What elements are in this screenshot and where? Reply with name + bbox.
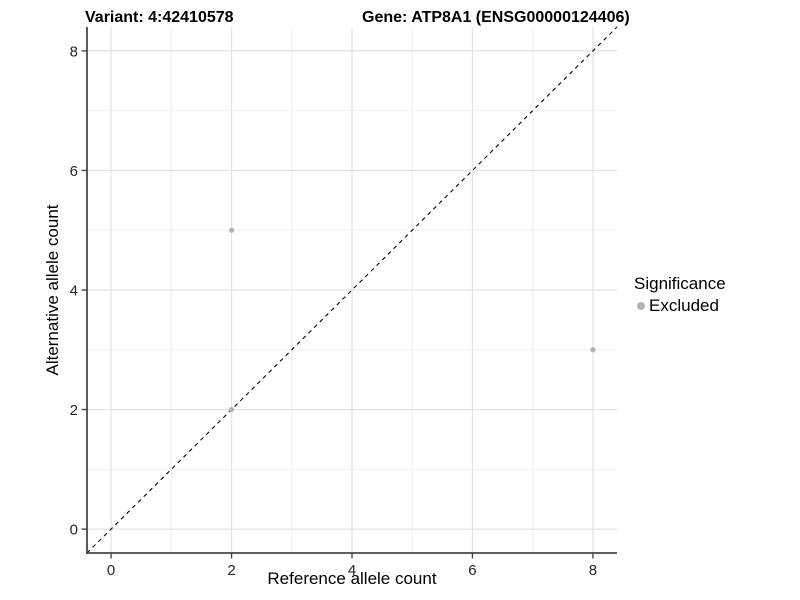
y-tick-label: 4 bbox=[70, 283, 78, 300]
y-tick-label: 6 bbox=[70, 163, 78, 180]
x-tick-label: 4 bbox=[348, 562, 356, 579]
y-axis-title: Alternative allele count bbox=[43, 204, 62, 376]
legend: Significance Excluded bbox=[634, 274, 726, 316]
data-point bbox=[228, 406, 235, 413]
chart-title-variant: Variant: 4:42410578 bbox=[85, 9, 234, 26]
y-tick-label: 0 bbox=[70, 522, 78, 539]
data-point bbox=[590, 347, 596, 353]
data-point bbox=[228, 227, 235, 233]
x-tick-label: 6 bbox=[468, 562, 476, 579]
x-tick-label: 0 bbox=[107, 562, 115, 579]
chart-title-gene: Gene: ATP8A1 (ENSG00000124406) bbox=[362, 9, 630, 26]
legend-title: Significance bbox=[634, 274, 726, 293]
y-tick-label: 8 bbox=[70, 43, 78, 60]
legend-item-label: Excluded bbox=[649, 296, 719, 316]
x-tick-label: 8 bbox=[589, 562, 597, 579]
x-axis-title: Reference allele count bbox=[267, 569, 437, 588]
legend-item-excluded: Excluded bbox=[634, 296, 726, 316]
y-tick-label: 2 bbox=[70, 402, 78, 419]
x-tick-label: 2 bbox=[227, 562, 235, 579]
legend-marker-circle-icon bbox=[637, 302, 645, 311]
